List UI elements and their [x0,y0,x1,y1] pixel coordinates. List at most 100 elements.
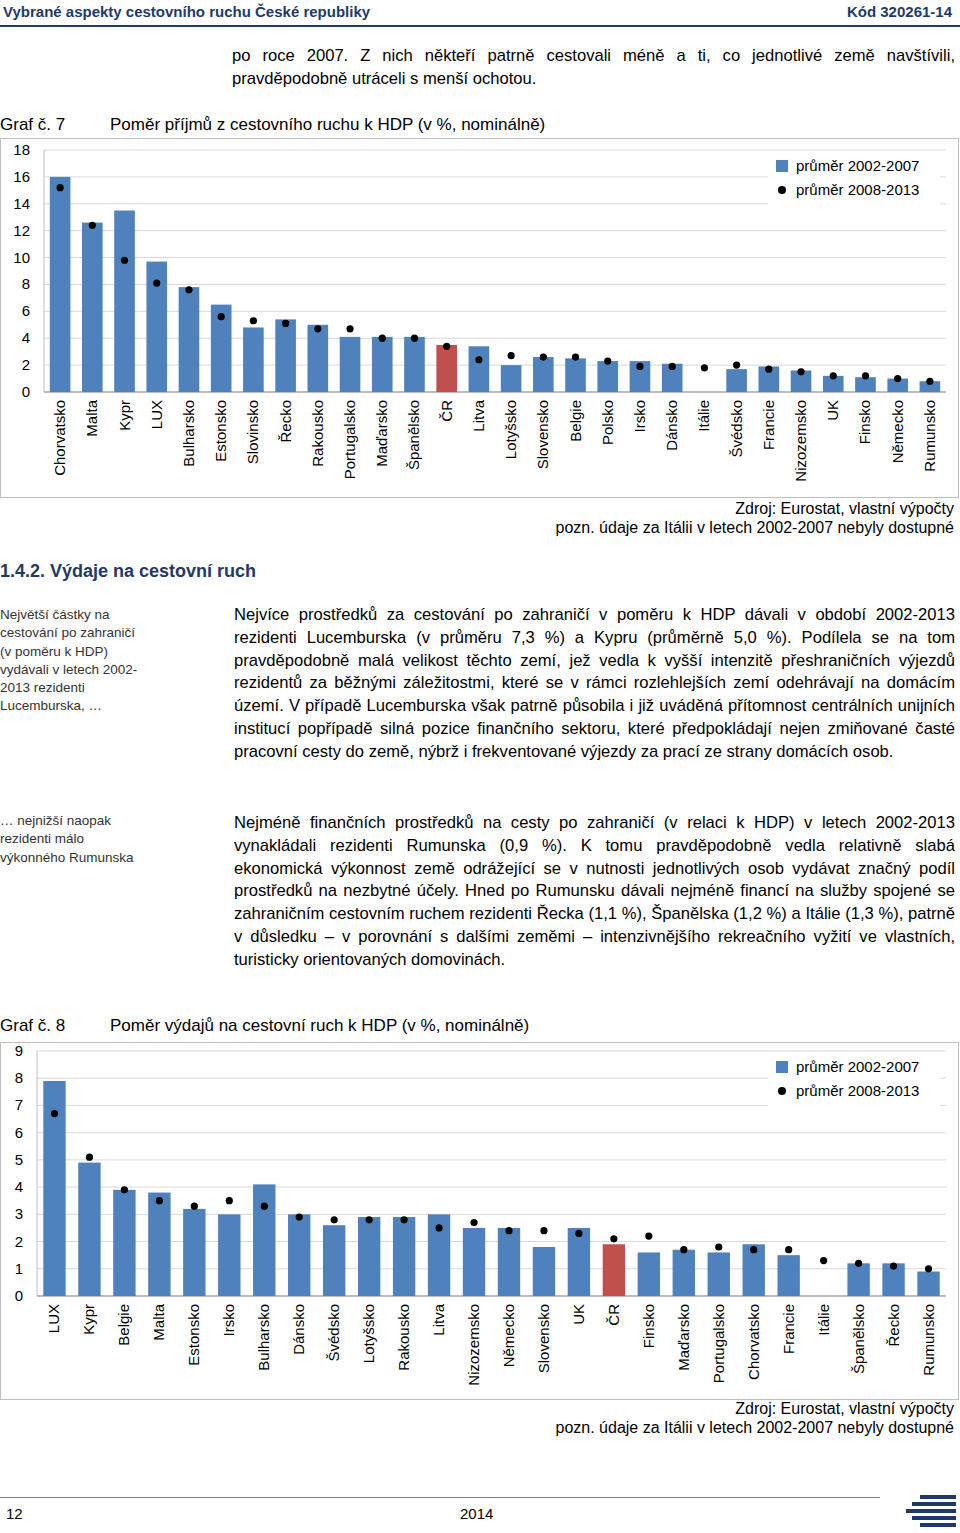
bar [275,319,296,392]
legend-label: průměr 2008-2013 [796,1082,919,1099]
bar [630,361,651,392]
x-tick-label: Chorvatsko [51,400,68,476]
logo-bar [912,1502,956,1506]
bar [917,1272,939,1297]
bar [882,1263,904,1296]
dot [121,257,128,264]
y-tick-label: 0 [15,1287,23,1304]
dot [331,1216,338,1223]
bar [469,346,490,392]
x-tick-label: UK [824,400,841,421]
dot [282,320,289,327]
y-tick-label: 0 [22,383,30,400]
legend-swatch [778,1087,786,1095]
legend-bg [768,154,940,208]
x-tick-label: ČR [605,1304,622,1326]
dot [926,378,933,385]
dot [226,1197,233,1204]
chart-note: pozn. údaje za Itálii v letech 2002-2007… [556,519,955,537]
x-tick-label: Rumunsko [920,1304,937,1376]
bar [847,1263,869,1296]
dot [733,362,740,369]
legend-swatch [778,186,786,194]
dot [346,325,353,332]
intro-text: po roce 2007. Z nich někteří patrně cest… [232,45,955,91]
y-tick-label: 5 [15,1151,23,1168]
x-tick-label: Maďarsko [675,1304,692,1371]
y-tick-label: 10 [13,249,30,266]
plot-area [43,1081,939,1296]
x-tick-label: Polsko [599,400,616,445]
chart: 0123456789LUXKyprBelgieMaltaEstonskoIrsk… [0,1042,960,1400]
y-tick-label: 6 [22,302,30,319]
x-tick-label: Maďarsko [373,400,390,467]
grid-line [44,150,946,151]
x-tick-label: Lotyšsko [502,400,519,459]
x-tick-label: Švédsko [728,400,745,458]
bar [777,1255,799,1296]
footer-rule [0,1497,880,1498]
dot [604,357,611,364]
bar [43,1081,65,1296]
header-title: Vybrané aspekty cestovního ruchu České r… [3,3,370,20]
x-tick-label: Belgie [115,1304,132,1346]
dot [508,352,515,359]
legend-swatch [776,160,788,172]
y-tick-label: 6 [15,1124,23,1141]
bar [463,1228,485,1296]
sidebar-note: Největší částky na cestování po zahranič… [0,606,138,716]
dot [261,1203,268,1210]
dot [191,1203,198,1210]
bar [597,361,618,392]
bar [288,1214,310,1296]
dot [250,317,257,324]
grid-line [37,1268,946,1269]
chart-frame [1,139,959,498]
dot [610,1235,617,1242]
x-tick-label: LUX [148,400,165,429]
x-tick-label: Kypr [116,400,133,431]
legend-label: průměr 2002-2007 [796,1058,919,1075]
bar [743,1244,765,1296]
x-tick-label: Portugalsko [341,400,358,479]
x-tick-label: Portugalsko [710,1304,727,1383]
bar [323,1225,345,1296]
x-tick-label: Řecko [885,1304,902,1347]
dot [366,1216,373,1223]
grid-line [44,230,946,231]
footer-year: 2014 [460,1505,493,1522]
dot [855,1260,862,1267]
bar [308,325,329,392]
bar [340,337,361,392]
dot [765,366,772,373]
dot [86,1154,93,1161]
dot [51,1110,58,1117]
dot [443,343,450,350]
paragraph: Nejvíce prostředků za cestování po zahra… [234,604,955,764]
dot [435,1224,442,1231]
x-tick-label: Itálie [695,400,712,432]
chart-title: Poměr výdajů na cestovní ruch k HDP (v %… [110,1016,529,1036]
bar [533,357,554,392]
bar [253,1184,275,1296]
bar [211,305,232,392]
x-tick-label: Rakousko [395,1304,412,1371]
dot [540,1227,547,1234]
dot [185,286,192,293]
bar [498,1228,520,1296]
chart-source: Zdroj: Eurostat, vlastní výpočty [735,1400,954,1418]
x-tick-label: Španělsko [850,1304,867,1374]
grid-line [37,1214,946,1215]
bar [50,177,71,392]
y-tick-label: 16 [13,168,30,185]
bar [565,358,586,392]
x-tick-label: Francie [780,1304,797,1354]
dot [715,1243,722,1250]
y-tick-label: 4 [22,329,30,346]
x-tick-label: Nizozemsko [465,1304,482,1386]
dot [153,280,160,287]
bar [114,211,135,393]
y-tick-label: 2 [15,1233,23,1250]
dot [572,353,579,360]
x-tick-label: Dánsko [290,1304,307,1355]
